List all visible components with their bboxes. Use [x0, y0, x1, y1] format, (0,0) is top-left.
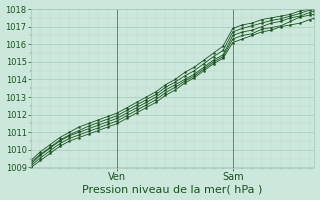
X-axis label: Pression niveau de la mer( hPa ): Pression niveau de la mer( hPa ) — [83, 184, 263, 194]
